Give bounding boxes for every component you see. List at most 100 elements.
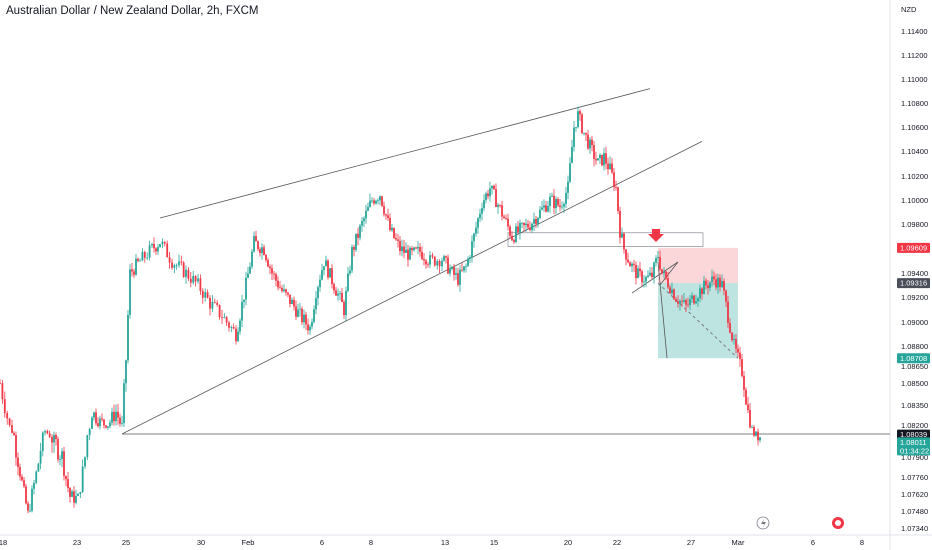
candle-body [419,247,421,252]
candle-body [635,264,637,279]
candle-body [459,269,461,285]
candle-body [91,417,93,429]
candle-body [339,292,341,294]
candle-body [583,132,585,134]
x-tick-label: 15 [490,538,498,547]
candle-body [123,383,125,424]
candle-body [218,304,221,318]
candle-body [461,269,463,271]
candle-body [507,218,509,227]
candle-body [99,418,101,427]
candle-body [151,244,153,246]
candle-body [713,276,715,280]
candle-body [148,245,151,258]
candle-body [429,255,431,265]
price-tag [897,242,930,253]
candle-body [77,494,79,496]
candle-body [357,233,359,238]
x-tick-label: 27 [687,538,695,547]
candle-body [705,280,707,286]
candle-body [413,247,415,251]
candle-body [401,246,403,252]
candle-body [427,264,429,266]
candle-body [387,215,389,218]
price-tag-label: 1.08039 [900,430,927,439]
candle-body [261,247,263,253]
candle-body [349,270,351,274]
y-tick-label: 1.10400 [901,147,928,156]
candle-body [515,226,517,243]
candle-body [573,127,575,147]
candle-body [355,233,357,250]
candle-body [55,434,57,440]
candle-body [201,290,204,298]
candle-body [213,301,216,303]
candle-body [239,320,241,332]
candle-body [317,287,319,299]
candle-body [223,317,226,319]
candle-body [383,205,385,215]
candle-body [431,255,434,257]
candle-body [363,218,365,222]
candle-body [367,206,369,211]
candle-body [333,284,335,291]
candle-body [469,257,471,259]
candle-body [585,132,587,135]
candle-body [579,111,581,115]
candle-body [101,418,103,420]
candle-body [375,200,377,204]
candle-body [67,479,69,488]
candle-body [277,280,279,288]
candle-body [715,279,717,288]
candle-body [221,317,223,319]
candle-body [329,268,331,278]
price-tag-countdown: 01:34:22 [900,446,929,455]
candle-body [685,300,687,305]
x-tick-label: 20 [564,538,572,547]
x-tick-label: 18 [0,538,7,547]
candle-body [321,269,323,280]
candle-body [693,295,695,304]
candle-body [409,247,411,260]
candle-body [489,188,491,197]
candle-body [61,451,63,460]
y-tick-label: 1.10000 [901,196,928,205]
y-tick-label: 1.08200 [901,421,928,430]
candle-body [475,227,477,234]
candle-body [455,273,457,275]
candle-body [25,486,27,504]
candle-body [157,247,159,252]
candle-body [423,259,425,261]
candle-body [397,239,399,241]
candle-body [75,495,77,503]
candle-body [71,491,73,497]
candle-body [565,192,567,204]
x-tick-label: 22 [613,538,621,547]
candle-body [629,262,631,267]
candle-body [125,360,127,384]
candle-body [457,273,459,285]
candle-body [443,256,445,261]
candle-body [407,249,409,260]
candle-body [651,272,653,278]
candle-body [31,488,33,511]
candle-body [291,299,293,304]
candle-body [467,258,469,266]
candle-body [269,266,271,269]
candle-body [305,314,307,325]
candle-body [613,172,615,188]
price-tag [897,278,930,289]
candle-body [677,301,679,304]
candle-body [97,423,99,427]
candle-body [371,200,373,202]
candle-body [599,154,601,159]
candle-body [211,301,214,309]
candle-body [499,204,501,206]
candle-body [359,225,361,238]
sell-zone-box [507,232,704,247]
candle-body [433,256,436,266]
candle-body [161,241,164,245]
candle-body [337,293,339,296]
candle-body [687,304,689,306]
